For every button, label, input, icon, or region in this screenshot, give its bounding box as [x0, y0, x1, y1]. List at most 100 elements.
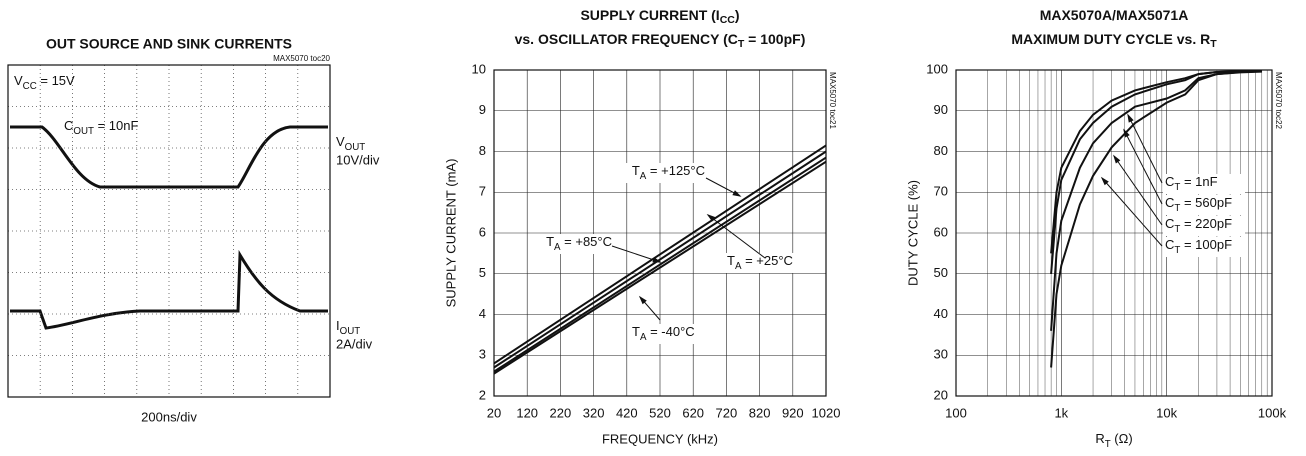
- y-tick-label: 2: [479, 387, 486, 402]
- y-tick-label: 40: [934, 306, 948, 321]
- pointer-head: [1100, 176, 1109, 186]
- x-tick-label: 100k: [1258, 405, 1287, 420]
- x-tick-label: 220: [550, 405, 572, 420]
- x-tick-label: 420: [616, 405, 638, 420]
- channel-name: IOUT: [336, 318, 360, 336]
- series-label-part: A: [640, 171, 647, 182]
- pointer: [611, 245, 661, 263]
- pointer: [1127, 114, 1163, 184]
- channel-name-part: I: [336, 318, 340, 333]
- series-label-part: T: [632, 163, 640, 178]
- figure-code: MAX5070 toc22: [1274, 72, 1283, 129]
- label-bg: [1163, 195, 1245, 215]
- pointer-head: [1113, 154, 1121, 164]
- chart-title: MAX5070A/MAX5071A: [1040, 7, 1189, 23]
- x-tick-label: 10k: [1156, 405, 1177, 420]
- y-tick-label: 60: [934, 224, 948, 239]
- series-label-part: = +25°C: [741, 253, 792, 268]
- annotation-part: = 15V: [37, 73, 75, 88]
- series-label-part: A: [640, 332, 647, 343]
- series-label-part: T: [1174, 203, 1180, 214]
- annotation-part: CC: [23, 81, 37, 92]
- chart-title-part: = 100pF): [744, 31, 805, 47]
- y-axis-label: SUPPLY CURRENT (mA): [443, 159, 458, 308]
- pointer-head: [732, 190, 742, 197]
- series-label-part: T: [632, 324, 640, 339]
- pointer: [1123, 129, 1163, 205]
- x-tick-label: 100: [945, 405, 967, 420]
- y-axis-label: DUTY CYCLE (%): [905, 180, 920, 286]
- label-bg: [625, 163, 707, 183]
- x-tick-label: 120: [516, 405, 538, 420]
- scope-frame: [7, 64, 331, 398]
- channel-name-part: OUT: [340, 326, 361, 337]
- x-axis-label-part: T: [1105, 439, 1111, 450]
- x-tick-label: 820: [749, 405, 771, 420]
- pointer-head: [652, 257, 662, 263]
- label-bg: [1163, 237, 1245, 257]
- x-tick-label: 20: [487, 405, 501, 420]
- figure-code: MAX5070 toc20: [273, 54, 330, 63]
- x-tick-label: 920: [782, 405, 804, 420]
- chart-title-part: T: [1210, 38, 1217, 50]
- series-label-part: = -40°C: [646, 324, 694, 339]
- y-tick-label: 30: [934, 347, 948, 362]
- series-label-part: = 1nF: [1180, 174, 1217, 189]
- y-tick-label: 90: [934, 102, 948, 117]
- y-tick-label: 6: [479, 224, 486, 239]
- series-line: [1050, 70, 1262, 368]
- channel-name-part: OUT: [345, 142, 366, 153]
- channel-name: VOUT: [336, 134, 365, 152]
- x-axis-label: 200ns/div: [141, 409, 197, 424]
- series-line: [494, 150, 826, 369]
- x-tick-label: 620: [682, 405, 704, 420]
- series-label-part: C: [1165, 237, 1174, 252]
- series-label: TA = +85°C: [546, 234, 612, 252]
- series-label-part: A: [554, 242, 561, 253]
- chart-title: MAXIMUM DUTY CYCLE vs. RT: [1011, 31, 1217, 50]
- chart-title-part: T: [738, 38, 745, 50]
- series-label-part: = +85°C: [561, 234, 612, 249]
- y-tick-label: 70: [934, 184, 948, 199]
- annotation-part: = 10nF: [94, 118, 139, 133]
- annotation-part: OUT: [73, 126, 94, 137]
- series-label: TA = -40°C: [632, 324, 695, 342]
- chart-title-part: MAX5070A/MAX5071A: [1040, 7, 1189, 23]
- series-label-part: = 220pF: [1180, 216, 1232, 231]
- y-tick-label: 3: [479, 347, 486, 362]
- plot-frame: [493, 69, 827, 397]
- pointer-head: [1127, 113, 1134, 123]
- annotation: COUT = 10nF: [64, 118, 138, 136]
- pointer: [707, 214, 766, 259]
- y-tick-label: 7: [479, 184, 486, 199]
- series-label-part: T: [1174, 224, 1180, 235]
- series-label: CT = 560pF: [1165, 195, 1232, 213]
- series-label-part: C: [1165, 174, 1174, 189]
- x-tick-label: 1k: [1054, 405, 1068, 420]
- series-label-part: A: [735, 261, 742, 272]
- series-label-part: C: [1165, 195, 1174, 210]
- label-bg: [725, 253, 807, 273]
- chart-title: SUPPLY CURRENT (ICC): [580, 7, 739, 26]
- pointer-head: [638, 295, 647, 305]
- series-line: [494, 160, 826, 375]
- annotation-part: C: [64, 118, 73, 133]
- chart-title-part: ): [735, 7, 740, 23]
- pointer: [1113, 155, 1163, 226]
- annotation: VCC = 15V: [14, 73, 75, 91]
- label-bg: [1163, 174, 1245, 194]
- x-tick-label: 320: [583, 405, 605, 420]
- chart-title-part: SUPPLY CURRENT (I: [580, 7, 719, 23]
- y-tick-label: 100: [926, 61, 948, 76]
- x-tick-label: 520: [649, 405, 671, 420]
- chart-title: vs. OSCILLATOR FREQUENCY (CT = 100pF): [515, 31, 806, 50]
- channel-scale: 10V/div: [336, 152, 380, 167]
- series-line: [494, 156, 826, 373]
- y-tick-label: 50: [934, 265, 948, 280]
- series-label-part: C: [1165, 216, 1174, 231]
- series-label: TA = +125°C: [632, 163, 705, 181]
- plot-frame: [955, 69, 1273, 397]
- series-label-part: = 100pF: [1180, 237, 1232, 252]
- y-tick-label: 5: [479, 265, 486, 280]
